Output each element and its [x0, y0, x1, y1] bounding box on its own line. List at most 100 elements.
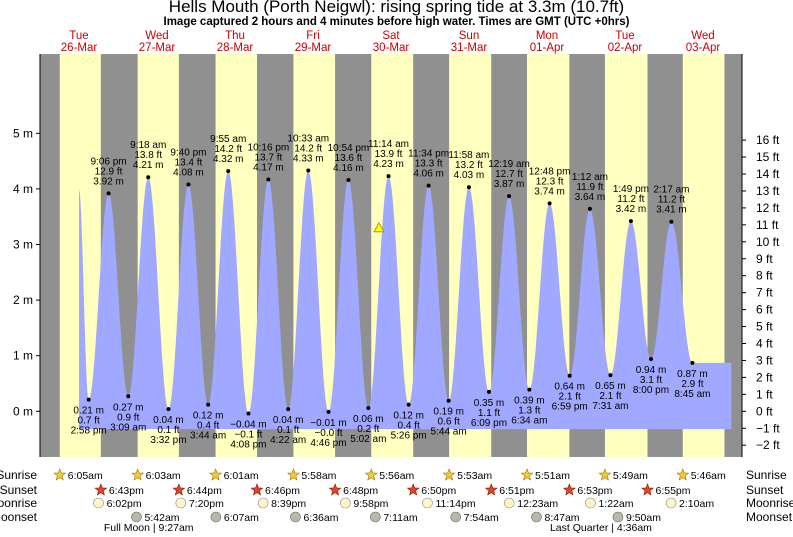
low-feet-label: 1.1 ft — [478, 408, 500, 419]
high-metres-label: 4.06 m — [413, 169, 444, 180]
sunset-icon — [562, 483, 576, 496]
high-feet-label: 11.2 ft — [658, 195, 685, 206]
high-feet-label: 13.6 ft — [335, 153, 363, 164]
low-time-label: 8:45 am — [674, 389, 710, 400]
moonset-icon — [131, 511, 142, 523]
low-time-label: 6:59 pm — [552, 402, 588, 413]
moonset-icon — [612, 511, 624, 523]
low-time-label: 3:44 am — [190, 431, 226, 442]
tide-area — [79, 170, 732, 430]
low-metres-label: 0.64 m — [554, 382, 585, 393]
low-feet-label: 2.1 ft — [559, 392, 581, 403]
extreme-point — [567, 373, 572, 378]
low-feet-label: 0.6 ft — [437, 417, 459, 428]
low-metres-label: 0.12 m — [193, 411, 224, 422]
moonrise-icon — [422, 497, 433, 509]
day-name-label: Mon — [536, 30, 558, 42]
day-name-label: Wed — [691, 30, 714, 42]
day-labels: Tue26-MarWed27-MarThu28-MarFri29-MarSat3… — [61, 30, 721, 54]
low-time-label: 3:09 am — [110, 422, 146, 433]
extreme-point — [86, 397, 91, 402]
moonset-time: 9:50am — [626, 512, 661, 524]
high-feet-label: 14.2 ft — [214, 144, 242, 155]
sunset-time: 6:50pm — [421, 485, 456, 497]
moonset-icon — [210, 511, 222, 523]
extreme-point — [466, 185, 471, 190]
extreme-point — [226, 169, 231, 174]
extreme-point — [386, 174, 391, 179]
astro-rows: SunriseSunriseSunsetSunsetMoonriseMoonri… — [0, 468, 793, 534]
sunrise-icon — [364, 468, 378, 481]
day-date-label: 31-Mar — [451, 42, 488, 54]
low-metres-label: 0.27 m — [113, 402, 144, 413]
low-time-label: 4:46 pm — [310, 438, 346, 449]
low-time-label: 4:08 pm — [230, 440, 266, 451]
day-name-label: Wed — [145, 30, 168, 42]
sunrise-time: 5:56am — [379, 470, 414, 482]
moon-phase-label: Full Moon | 9:27am — [104, 522, 194, 534]
moonset-time: 7:54am — [464, 512, 499, 524]
moonrise-row-label-right: Moonrise — [746, 496, 793, 510]
extreme-point — [306, 168, 311, 173]
moonset-icon — [290, 511, 301, 523]
low-metres-label: 0.19 m — [433, 407, 464, 418]
high-time-label: 12:48 pm — [529, 166, 571, 177]
sunrise-time: 5:51am — [535, 470, 570, 482]
right-tick-label: 12 ft — [756, 201, 780, 215]
low-feet-label: 3.1 ft — [640, 375, 662, 386]
sunset-icon — [406, 483, 420, 496]
low-feet-label: 2.1 ft — [599, 391, 621, 402]
low-metres-label: 0.04 m — [153, 415, 184, 426]
low-feet-label: 0.4 ft — [398, 421, 420, 432]
high-time-label: 10:54 pm — [328, 143, 370, 154]
extreme-point — [126, 394, 131, 399]
extreme-point — [286, 407, 291, 412]
sunrise-icon — [53, 468, 67, 481]
low-time-label: 5:02 am — [350, 434, 386, 445]
sunset-time: 6:53pm — [577, 485, 612, 497]
high-time-label: 11:34 pm — [408, 149, 449, 160]
right-tick-label: 1 ft — [756, 387, 773, 401]
high-feet-label: 13.7 ft — [254, 152, 282, 163]
high-time-label: 9:55 am — [210, 134, 246, 145]
extreme-point — [266, 177, 271, 182]
high-time-label: 11:14 am — [368, 139, 409, 150]
right-tick-label: 15 ft — [756, 150, 780, 164]
right-tick-label: 8 ft — [756, 269, 773, 283]
moonrise-icon — [665, 497, 677, 509]
sunset-time: 6:55pm — [655, 485, 690, 497]
moonrise-time: 11:14pm — [435, 498, 475, 510]
low-feet-label: 0.2 ft — [357, 424, 379, 435]
low-metres-label: 0.04 m — [273, 415, 304, 426]
extreme-point — [547, 201, 552, 206]
high-time-label: 9:06 pm — [91, 156, 127, 167]
high-feet-label: 13.8 ft — [134, 150, 162, 161]
high-time-label: 2:17 am — [653, 185, 689, 196]
extreme-point — [446, 398, 451, 403]
high-time-label: 1:49 pm — [613, 184, 649, 195]
sunset-time: 6:48pm — [343, 485, 378, 497]
high-feet-label: 13.4 ft — [175, 157, 203, 168]
moonrise-icon — [585, 497, 596, 509]
extreme-point — [649, 357, 653, 362]
moonrise-time: 9:58pm — [353, 498, 388, 510]
moonrise-time: 1:22am — [598, 498, 633, 510]
sunset-icon — [94, 483, 108, 496]
tide-series-area — [79, 170, 732, 430]
left-tick-label: 1 m — [13, 349, 33, 363]
day-name-label: Sun — [459, 30, 479, 42]
moonset-row-label-right: Moonset — [746, 510, 793, 524]
extreme-point — [246, 411, 251, 416]
day-date-label: 26-Mar — [61, 42, 98, 54]
moonset-time: 6:36am — [303, 512, 338, 524]
extreme-point — [406, 402, 411, 407]
high-metres-label: 4.17 m — [253, 162, 284, 173]
extreme-point — [486, 389, 491, 394]
sunset-icon — [641, 483, 654, 496]
moonset-icon — [370, 511, 381, 523]
low-time-label: 5:26 pm — [391, 431, 427, 442]
low-feet-label: 1.3 ft — [518, 406, 540, 417]
moonrise-time: 7:20pm — [189, 498, 224, 510]
moonrise-time: 6:02pm — [107, 498, 142, 510]
